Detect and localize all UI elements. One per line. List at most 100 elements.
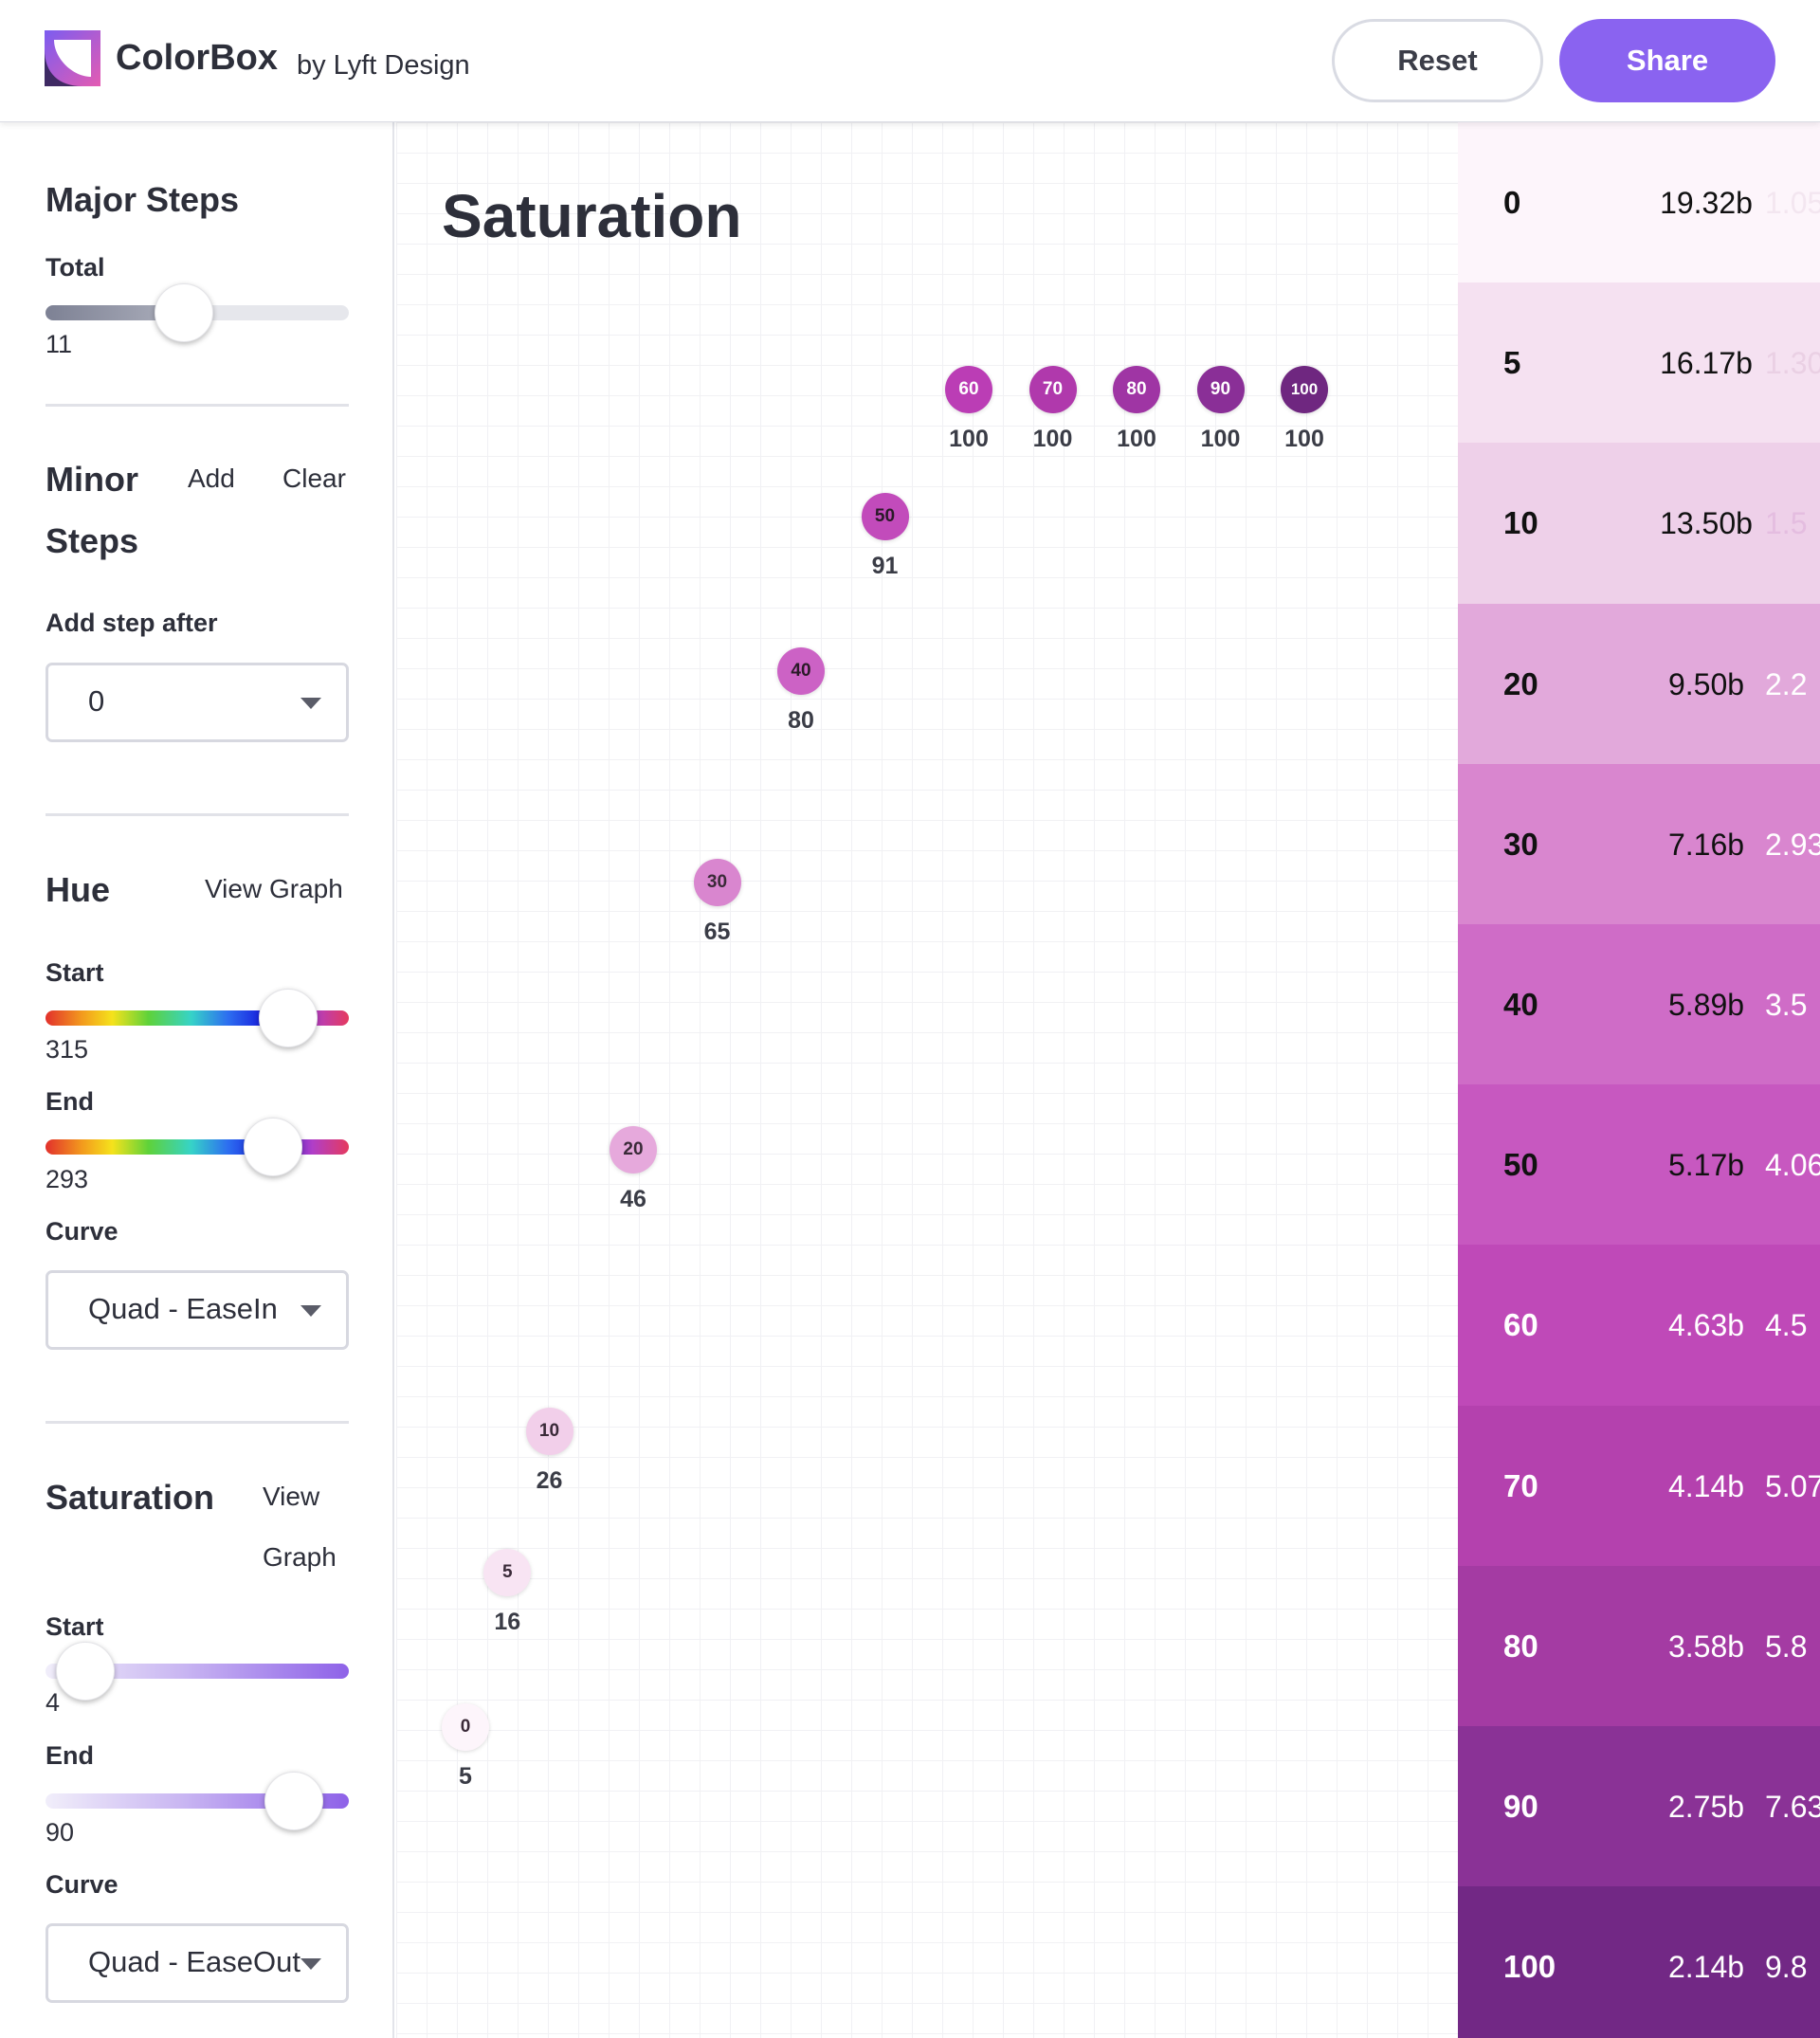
- graph-point[interactable]: 5: [483, 1548, 532, 1596]
- swatch-row[interactable]: 30 7.16b 2.93: [1458, 764, 1820, 924]
- add-step-after-select[interactable]: 0: [46, 663, 349, 742]
- colorbox-logo-icon: [45, 30, 100, 86]
- swatch-contrast-black: 16.17b: [1660, 346, 1753, 380]
- graph-point[interactable]: 60: [945, 366, 992, 413]
- swatch-contrast-white: 3.5: [1765, 988, 1808, 1022]
- hue-end-slider-thumb[interactable]: [244, 1118, 302, 1176]
- graph-point-value: 26: [536, 1467, 563, 1495]
- swatch-contrast-white: 2.93: [1765, 828, 1820, 862]
- saturation-start-slider-thumb[interactable]: [56, 1642, 115, 1701]
- share-button[interactable]: Share: [1559, 19, 1775, 102]
- divider: [46, 1421, 349, 1424]
- graph-point-value: 100: [1032, 426, 1073, 452]
- graph-point-value: 16: [494, 1608, 521, 1635]
- swatch-contrast-white: 1.05: [1765, 186, 1820, 220]
- swatch-row[interactable]: 50 5.17b 4.06: [1458, 1084, 1820, 1245]
- swatch-contrast-black: 4.14b: [1667, 1469, 1745, 1503]
- hue-end-value: 293: [46, 1165, 89, 1193]
- graph-point-value: 65: [703, 918, 731, 945]
- swatch-step-label: 20: [1503, 666, 1538, 701]
- swatch-row[interactable]: 5 16.17b 1.30: [1458, 282, 1820, 443]
- graph-point-value: 100: [1117, 426, 1156, 452]
- saturation-graph: Saturation 0 5 5 16 10 26 20 46 30 65 40 80 50 91 60 10…: [396, 122, 1458, 2038]
- swatch-row[interactable]: 90 2.75b 7.63: [1458, 1726, 1820, 1886]
- app-header: ColorBox by Lyft Design Reset Share: [0, 0, 1820, 122]
- chevron-down-icon: [300, 698, 321, 709]
- swatch-contrast-white: 9.8: [1765, 1950, 1808, 1984]
- hue-curve-value: Quad - EaseIn: [88, 1292, 278, 1325]
- graph-point[interactable]: 100: [1281, 366, 1328, 413]
- reset-button[interactable]: Reset: [1332, 19, 1543, 102]
- total-label: Total: [46, 253, 105, 282]
- minor-steps-title: Minor: [46, 460, 138, 499]
- swatch-row[interactable]: 20 9.50b 2.2: [1458, 604, 1820, 764]
- swatch-row[interactable]: 10 13.50b 1.5: [1458, 443, 1820, 604]
- saturation-start-slider-track[interactable]: [46, 1664, 349, 1679]
- swatch-row[interactable]: 40 5.89b 3.5: [1458, 924, 1820, 1084]
- settings-sidebar: Major Steps Total 11 Minor Steps Add Cle…: [0, 122, 394, 2038]
- hue-curve-label: Curve: [46, 1217, 118, 1246]
- swatch-contrast-white: 5.07: [1765, 1469, 1820, 1503]
- swatch-step-label: 90: [1503, 1789, 1538, 1824]
- swatch-row[interactable]: 100 2.14b 9.8: [1458, 1886, 1820, 2038]
- divider: [46, 813, 349, 816]
- graph-point-value: 5: [459, 1763, 472, 1790]
- graph-point[interactable]: 10: [525, 1408, 573, 1456]
- graph-point-value: 100: [1284, 426, 1324, 452]
- hue-start-slider-thumb[interactable]: [259, 989, 318, 1047]
- swatch-step-label: 50: [1503, 1147, 1538, 1182]
- graph-point[interactable]: 0: [442, 1703, 489, 1751]
- swatch-contrast-black: 7.16b: [1667, 828, 1745, 862]
- hue-title: Hue: [46, 870, 111, 909]
- hue-end-slider-track[interactable]: [46, 1139, 349, 1155]
- swatch-contrast-white: 4.06: [1765, 1148, 1820, 1182]
- swatch-step-label: 0: [1503, 185, 1521, 220]
- saturation-end-value: 90: [46, 1818, 75, 1847]
- swatch-row[interactable]: 0 19.32b 1.05: [1458, 122, 1820, 282]
- graph-point[interactable]: 50: [861, 492, 909, 540]
- saturation-view-graph-link-line2[interactable]: Graph: [263, 1542, 337, 1572]
- graph-point-value: 80: [788, 707, 814, 735]
- swatch-contrast-black: 5.89b: [1667, 988, 1745, 1022]
- swatch-step-label: 30: [1503, 827, 1538, 862]
- saturation-end-slider-thumb[interactable]: [264, 1772, 323, 1830]
- swatch-row[interactable]: 80 3.58b 5.8: [1458, 1566, 1820, 1726]
- swatch-contrast-white: 1.5: [1765, 506, 1808, 540]
- swatch-column: 0 19.32b 1.05 5 16.17b 1.30 10 13.50b 1.5 20 9.50b…: [1458, 122, 1820, 2038]
- major-steps-title: Major Steps: [46, 180, 240, 219]
- graph-point[interactable]: 80: [1113, 366, 1160, 413]
- swatch-step-label: 70: [1503, 1468, 1538, 1503]
- saturation-title: Saturation: [46, 1478, 215, 1517]
- swatch-contrast-black: 9.50b: [1667, 667, 1745, 701]
- saturation-curve-select[interactable]: Quad - EaseOut: [46, 1923, 349, 2003]
- swatch-contrast-black: 5.17b: [1667, 1148, 1745, 1182]
- swatch-row[interactable]: 60 4.63b 4.5: [1458, 1245, 1820, 1406]
- swatch-step-label: 100: [1503, 1949, 1556, 1984]
- saturation-start-value: 4: [46, 1688, 61, 1717]
- graph-point[interactable]: 70: [1028, 366, 1077, 413]
- clear-minor-steps-link[interactable]: Clear: [282, 464, 346, 493]
- graph-point[interactable]: 30: [693, 858, 741, 906]
- swatch-contrast-white: 7.63: [1765, 1790, 1820, 1824]
- swatch-contrast-black: 13.50b: [1660, 506, 1753, 540]
- hue-curve-select[interactable]: Quad - EaseIn: [46, 1270, 349, 1350]
- add-step-after-value: 0: [88, 684, 105, 718]
- saturation-curve-label: Curve: [46, 1870, 118, 1899]
- add-minor-step-link[interactable]: Add: [188, 464, 235, 493]
- swatch-contrast-black: 2.14b: [1667, 1950, 1745, 1984]
- total-slider-thumb[interactable]: [155, 283, 213, 342]
- graph-point[interactable]: 40: [777, 647, 825, 696]
- chevron-down-icon: [300, 1305, 321, 1317]
- swatch-step-label: 60: [1503, 1307, 1538, 1342]
- graph-point[interactable]: 20: [610, 1126, 657, 1174]
- swatch-contrast-white: 5.8: [1765, 1629, 1808, 1664]
- swatch-row[interactable]: 70 4.14b 5.07: [1458, 1406, 1820, 1566]
- hue-view-graph-link[interactable]: View Graph: [205, 874, 343, 903]
- graph-point[interactable]: 90: [1196, 366, 1245, 413]
- saturation-end-label: End: [46, 1741, 94, 1770]
- swatch-step-label: 5: [1503, 345, 1521, 380]
- chevron-down-icon: [300, 1958, 321, 1970]
- saturation-view-graph-link[interactable]: View: [263, 1482, 320, 1511]
- graph-point-value: 46: [620, 1186, 646, 1213]
- swatch-contrast-white: 4.5: [1765, 1308, 1808, 1342]
